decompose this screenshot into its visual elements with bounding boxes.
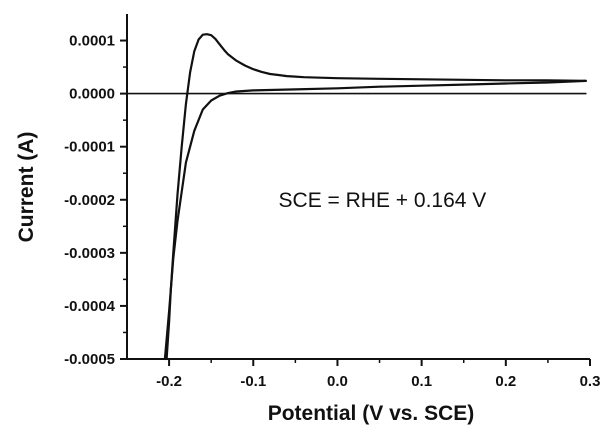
y-tick-label: -0.0004 [64,298,116,315]
y-tick-label: 0.0000 [69,86,115,103]
axes-frame [126,14,590,360]
series-line-1 [165,33,587,361]
series-line-2 [163,79,587,361]
axis-ticks: -0.2 -0.1 0.0 0.1 0.2 0.3 -0.0005 -0.0004 -0.000… [64,33,600,390]
y-tick-label: -0.0003 [64,245,115,262]
x-axis-title: Potential (V vs. SCE) [268,402,475,425]
y-tick-label: -0.0001 [64,139,115,156]
y-axis-title: Current (A) [15,132,38,243]
x-tick-label: 0.1 [411,373,432,390]
x-tick-label: -0.1 [240,373,266,390]
annotation-label: SCE = RHE + 0.164 V [279,189,487,212]
plot-area [126,33,587,361]
x-tick-label: 0.2 [495,373,516,390]
y-tick-label: -0.0002 [64,192,115,209]
x-tick-label: 0.3 [580,373,601,390]
y-tick-label: -0.0005 [64,351,115,368]
y-tick-label: 0.0001 [69,33,115,50]
x-tick-label: -0.2 [156,373,182,390]
x-tick-label: 0.0 [327,373,348,390]
